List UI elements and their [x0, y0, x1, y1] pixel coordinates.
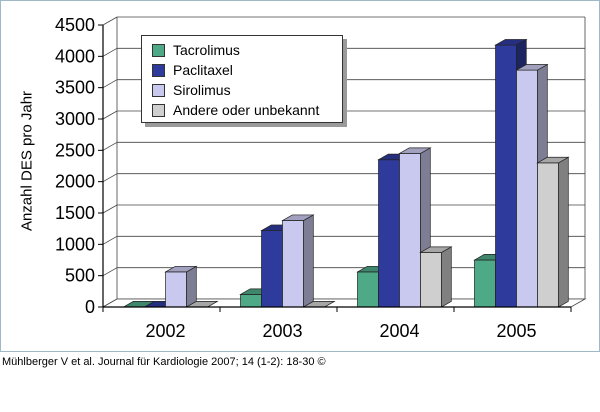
gridline-side [102, 79, 118, 89]
bar-top [281, 214, 315, 221]
bar-side [186, 265, 197, 308]
y-tick-label: 2000 [55, 172, 95, 192]
citation-text: Mühlberger V et al. Journal für Kardiolo… [2, 356, 326, 368]
legend-label-tacrolimus: Tacrolimus [173, 42, 240, 58]
y-tick-label: 0 [85, 297, 95, 317]
gridline-side [102, 267, 118, 277]
bar [399, 153, 421, 308]
bar-top [494, 39, 528, 46]
bar [282, 220, 304, 308]
bar [165, 271, 187, 308]
x-tick-label: 2002 [145, 321, 185, 341]
bar [495, 44, 517, 308]
legend-label-paclitaxel: Paclitaxel [173, 62, 233, 78]
gridline-side [102, 47, 118, 57]
y-tick-label: 4500 [55, 15, 95, 35]
gridline-side [102, 204, 118, 214]
y-tick-label: 3500 [55, 78, 95, 98]
bar [378, 159, 400, 308]
legend-item-sirolimus: Sirolimus [152, 81, 231, 99]
legend-item-andere: Andere oder unbekannt [152, 101, 319, 119]
bar-side [558, 156, 569, 308]
legend-swatch-tacrolimus [152, 43, 165, 57]
bar [474, 259, 496, 308]
gridline-side [102, 173, 118, 183]
gridline-side [102, 110, 118, 120]
y-tick-label: 1000 [55, 234, 95, 254]
bar-top [536, 156, 570, 164]
bar-top [398, 147, 432, 154]
y-tick-label: 4000 [55, 46, 95, 66]
y-tick-label: 500 [65, 266, 95, 286]
bar-top [515, 64, 549, 71]
legend-item-paclitaxel: Paclitaxel [152, 61, 233, 79]
bar [516, 69, 538, 308]
legend-swatch-sirolimus [152, 83, 165, 97]
bar-top [419, 246, 453, 253]
legend: Tacrolimus Paclitaxel Sirolimus Andere o… [141, 35, 343, 123]
bar-side [303, 214, 314, 308]
bar [537, 162, 559, 308]
chart-canvas: 0 500 1000 1500 2000 2500 3000 3500 4000 4500 2002… [55, 15, 587, 341]
y-tick-label: 2500 [55, 140, 95, 160]
gridline-side [102, 141, 118, 151]
bar [240, 294, 262, 308]
legend-swatch-paclitaxel [152, 63, 165, 77]
bar-side [441, 246, 452, 308]
legend-label-andere: Andere oder unbekannt [173, 102, 320, 118]
gridline-side [102, 16, 118, 26]
y-tick-label: 1500 [55, 203, 95, 223]
legend-swatch-andere [152, 103, 165, 117]
y-axis-label: Anzahl DES pro Jahr [18, 90, 36, 232]
bar [357, 271, 379, 308]
legend-label-sirolimus: Sirolimus [173, 82, 231, 98]
bar [261, 230, 283, 308]
y-tick-label: 3000 [55, 109, 95, 129]
bar [420, 252, 442, 308]
x-tick-label: 2004 [379, 321, 419, 341]
legend-item-tacrolimus: Tacrolimus [152, 41, 240, 59]
bar-top [164, 265, 198, 273]
chart-frame: 0 500 1000 1500 2000 2500 3000 3500 4000 4500 2002… [0, 0, 600, 352]
x-tick-label: 2003 [262, 321, 302, 341]
gridline-side [102, 235, 118, 245]
x-tick-label: 2005 [496, 321, 536, 341]
